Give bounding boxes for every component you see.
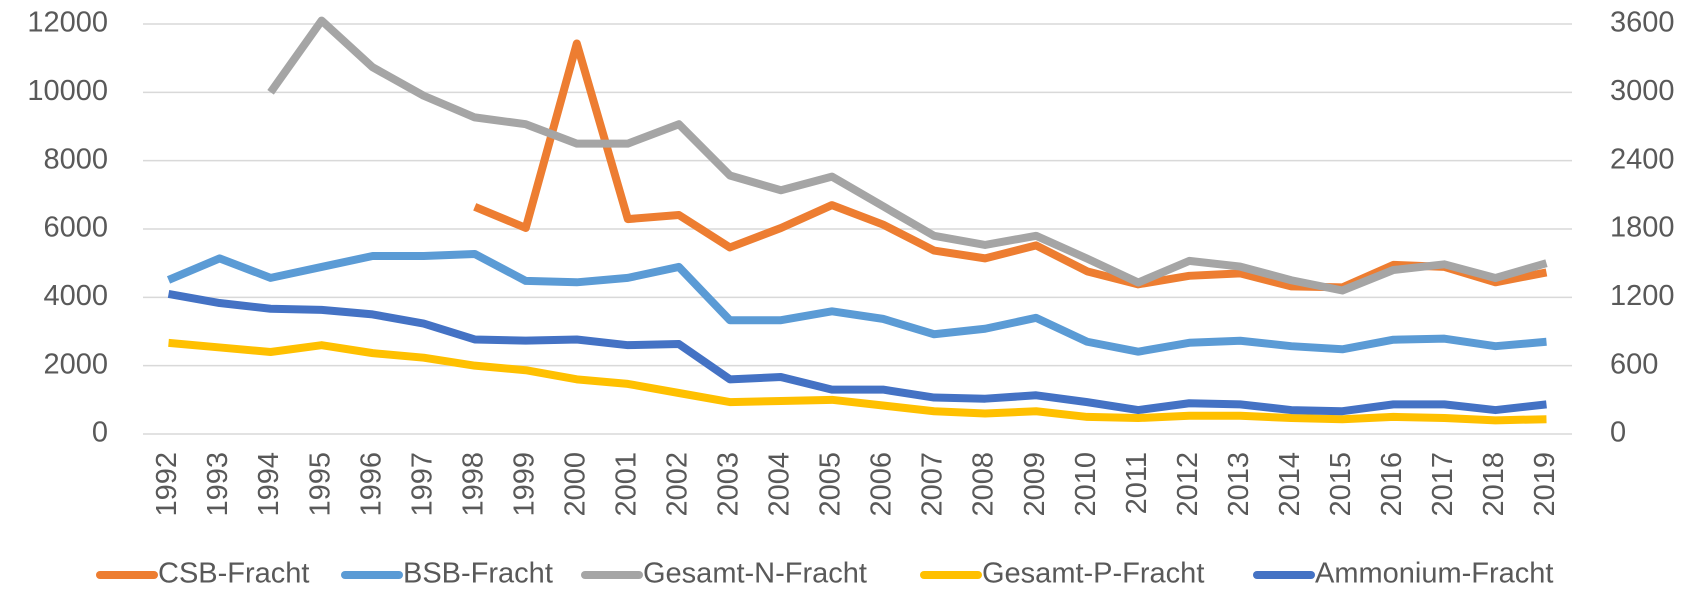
x-tick-label: 2010 [1070,452,1102,517]
legend-label: CSB-Fracht [158,558,309,590]
x-tick-label: 2012 [1172,452,1204,517]
x-tick-label: 1993 [202,452,234,517]
x-tick-label: 1995 [304,452,336,517]
y2-tick-label: 0 [1610,417,1626,449]
y-tick-label: 6000 [43,212,108,244]
x-tick-label: 2011 [1121,452,1153,514]
y2-tick-label: 1800 [1610,212,1675,244]
y-tick-label: 10000 [27,75,108,107]
x-tick-label: 2005 [815,452,847,517]
x-tick-label: 2015 [1325,452,1357,517]
x-tick-label: 2014 [1274,452,1306,517]
legend-label: Ammonium-Fracht [1315,558,1554,590]
x-tick-label: 2004 [764,452,796,517]
x-tick-label: 2002 [662,452,694,517]
x-tick-label: 2019 [1529,452,1561,517]
y2-tick-label: 1200 [1610,280,1675,312]
y2-tick-label: 3600 [1610,7,1675,39]
x-tick-label: 1996 [355,452,387,517]
y-tick-label: 2000 [43,348,108,380]
y2-tick-label: 600 [1610,348,1658,380]
x-tick-label: 2000 [559,452,591,517]
legend-label: Gesamt-P-Fracht [982,558,1204,590]
x-tick-label: 2013 [1223,452,1255,517]
series-line [167,289,1547,416]
x-tick-label: 2007 [917,452,949,517]
x-tick-label: 1994 [253,452,285,517]
legend-label: BSB-Fracht [403,558,553,590]
series-line [473,39,1548,292]
x-tick-label: 2017 [1427,452,1459,517]
x-tick-label: 2016 [1376,452,1408,517]
x-tick-label: 2003 [713,452,745,517]
series-line [267,16,1548,295]
series-line [168,338,1547,425]
series-line [166,249,1547,356]
x-tick-label: 2001 [610,452,642,517]
x-tick-label: 1992 [151,452,183,517]
y-tick-label: 4000 [43,280,108,312]
y2-tick-label: 3000 [1610,75,1675,107]
y-tick-label: 8000 [43,143,108,175]
x-tick-label: 2006 [866,452,898,517]
x-tick-label: 1997 [406,452,438,517]
x-tick-label: 1999 [508,452,540,517]
y-tick-label: 12000 [27,7,108,39]
x-tick-label: 2018 [1478,452,1510,517]
x-tick-label: 2009 [1019,452,1051,517]
y-tick-label: 0 [92,417,108,449]
y2-tick-label: 2400 [1610,143,1675,175]
x-tick-label: 2008 [968,452,1000,517]
x-tick-label: 1998 [457,452,489,517]
legend-label: Gesamt-N-Fracht [643,558,867,590]
